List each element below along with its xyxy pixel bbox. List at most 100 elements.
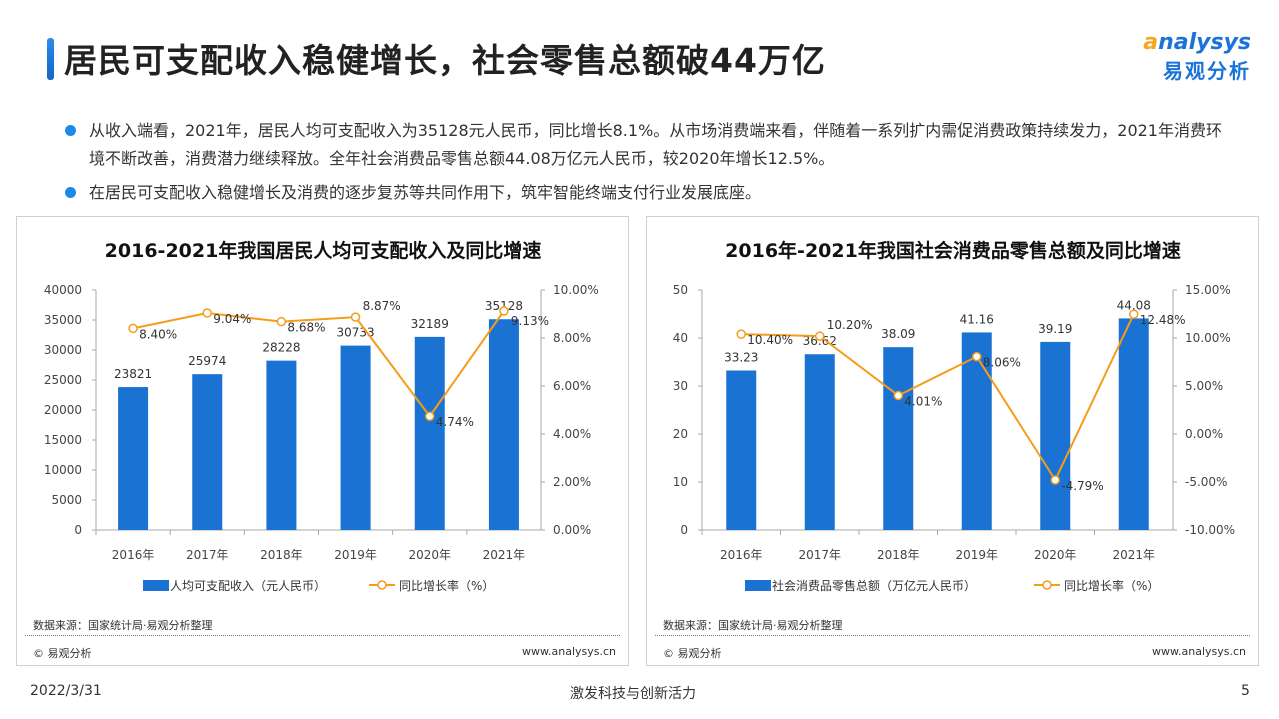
- bar-label: 32189: [411, 317, 449, 331]
- divider: [655, 635, 1250, 636]
- bar: [1040, 341, 1071, 530]
- x-tick-label: 2019年: [955, 548, 998, 562]
- line-point: [276, 316, 287, 327]
- legend-line-label: 同比增长率（%）: [399, 578, 494, 593]
- line-point: [972, 351, 982, 362]
- page-title: 居民可支配收入稳健增长，社会零售总额破44万亿: [64, 41, 826, 80]
- y-tick-label: 20000: [44, 403, 82, 417]
- legend-bar-swatch: [745, 580, 771, 591]
- x-tick-label: 2016年: [720, 548, 763, 562]
- website: www.analysys.cn: [522, 645, 616, 658]
- line-label: 8.87%: [363, 299, 401, 313]
- legend-bar-label: 社会消费品零售总额（万亿元人民币）: [772, 578, 976, 593]
- line-label: 8.40%: [139, 327, 177, 341]
- line-label: 4.74%: [436, 415, 474, 429]
- legend-line-marker: [377, 580, 387, 590]
- y-tick-label: 20: [673, 427, 688, 441]
- bar: [804, 354, 835, 530]
- legend-bar-swatch: [143, 580, 169, 591]
- line-point: [893, 390, 903, 401]
- y-tick-label: 10: [673, 475, 688, 489]
- bullet-item: 在居民可支配收入稳健增长及消费的逐步复苏等共同作用下，筑牢智能终端支付行业发展底…: [65, 179, 1225, 207]
- y-tick-label: 25000: [44, 373, 82, 387]
- line-label: 8.68%: [287, 321, 325, 335]
- chart-title: 2016-2021年我国居民人均可支配收入及同比增速: [105, 239, 542, 262]
- x-tick-label: 2018年: [877, 548, 920, 562]
- y2-tick-label: -5.00%: [1185, 475, 1227, 489]
- logo-en: nalysys: [1158, 30, 1251, 55]
- y2-tick-label: 5.00%: [1185, 379, 1223, 393]
- y2-tick-label: 0.00%: [553, 523, 591, 537]
- title-accent-bar: [47, 38, 54, 80]
- copyright: © 易观分析: [33, 647, 92, 660]
- income-chart: 2016-2021年我国居民人均可支配收入及同比增速 0 5000 10000 1500…: [44, 239, 599, 593]
- legend-line-label: 同比增长率（%）: [1064, 578, 1159, 593]
- line-point: [350, 312, 361, 322]
- line-label: 8.06%: [983, 356, 1021, 370]
- bullet-item: 从收入端看，2021年，居民人均可支配收入为35128元人民币，同比增长8.1%…: [65, 117, 1225, 173]
- retail-chart-panel: 2016年-2021年我国社会消费品零售总额及同比增速 0 10 20 30 40 50 -1…: [646, 216, 1259, 666]
- legend-bar-label: 人均可支配收入（元人民币）: [170, 579, 326, 593]
- line-point: [815, 331, 825, 341]
- analysys-logo: analysys 易观分析: [1143, 30, 1251, 84]
- y2-tick-label: 15.00%: [1185, 283, 1231, 297]
- retail-chart: 2016年-2021年我国社会消费品零售总额及同比增速 0 10 20 30 40 50 -1…: [673, 239, 1235, 593]
- line-label: 12.48%: [1140, 313, 1186, 327]
- line-point: [499, 306, 509, 316]
- x-tick-label: 2019年: [334, 548, 377, 562]
- line-label: 10.20%: [827, 318, 873, 332]
- line-point: [425, 411, 435, 421]
- y-tick-label: 5000: [51, 493, 82, 507]
- x-tick-label: 2017年: [186, 548, 229, 562]
- bar-label: 38.09: [881, 327, 915, 341]
- y2-tick-label: 6.00%: [553, 379, 591, 393]
- footer-slogan: 激发科技与创新活力: [570, 686, 696, 702]
- line-point: [1050, 475, 1060, 485]
- divider: [25, 635, 620, 636]
- line-point: [128, 323, 138, 334]
- bar-label: 41.16: [960, 312, 994, 326]
- bar: [488, 319, 519, 530]
- line-label: 9.13%: [511, 314, 549, 328]
- legend-line-marker: [1042, 580, 1052, 590]
- bar-label: 30733: [336, 326, 374, 340]
- line-point: [202, 308, 212, 318]
- bar-label: 28228: [262, 341, 300, 355]
- y2-tick-label: 0.00%: [1185, 427, 1223, 441]
- bar-label: 23821: [114, 367, 152, 381]
- y-tick-label: 15000: [44, 433, 82, 447]
- bar-label: 36.62: [803, 334, 837, 348]
- y2-tick-label: 10.00%: [553, 283, 599, 297]
- bar-label: 39.19: [1038, 322, 1072, 336]
- bar: [340, 345, 371, 530]
- line-label: 9.04%: [213, 312, 251, 326]
- y2-tick-label: 2.00%: [553, 475, 591, 489]
- x-tick-label: 2018年: [260, 548, 303, 562]
- line-label: -4.79%: [1061, 479, 1103, 493]
- bullet-list: 从收入端看，2021年，居民人均可支配收入为35128元人民币，同比增长8.1%…: [65, 117, 1225, 213]
- bar: [266, 360, 297, 530]
- y-tick-label: 0: [680, 523, 688, 537]
- y-tick-label: 30000: [44, 343, 82, 357]
- bar: [961, 332, 992, 530]
- data-source: 数据来源：国家统计局·易观分析整理: [33, 619, 213, 632]
- x-tick-label: 2021年: [483, 548, 526, 562]
- bar-label: 25974: [188, 354, 226, 368]
- data-source: 数据来源：国家统计局·易观分析整理: [663, 619, 843, 632]
- bar: [192, 374, 223, 530]
- bar: [118, 387, 149, 530]
- footer-date: 2022/3/31: [30, 683, 102, 699]
- x-tick-label: 2020年: [408, 548, 451, 562]
- page-number: 5: [1241, 683, 1250, 699]
- income-chart-panel: 2016-2021年我国居民人均可支配收入及同比增速 0 5000 10000 1500…: [16, 216, 629, 666]
- line-label: 10.40%: [747, 333, 793, 347]
- bar: [1118, 318, 1149, 530]
- bar: [414, 336, 445, 530]
- logo-a: a: [1143, 30, 1159, 55]
- y-tick-label: 40: [673, 331, 688, 345]
- y2-tick-label: 10.00%: [1185, 331, 1231, 345]
- x-tick-label: 2020年: [1034, 548, 1077, 562]
- y-tick-label: 50: [673, 283, 688, 297]
- line-point: [736, 329, 746, 339]
- y2-tick-label: 4.00%: [553, 427, 591, 441]
